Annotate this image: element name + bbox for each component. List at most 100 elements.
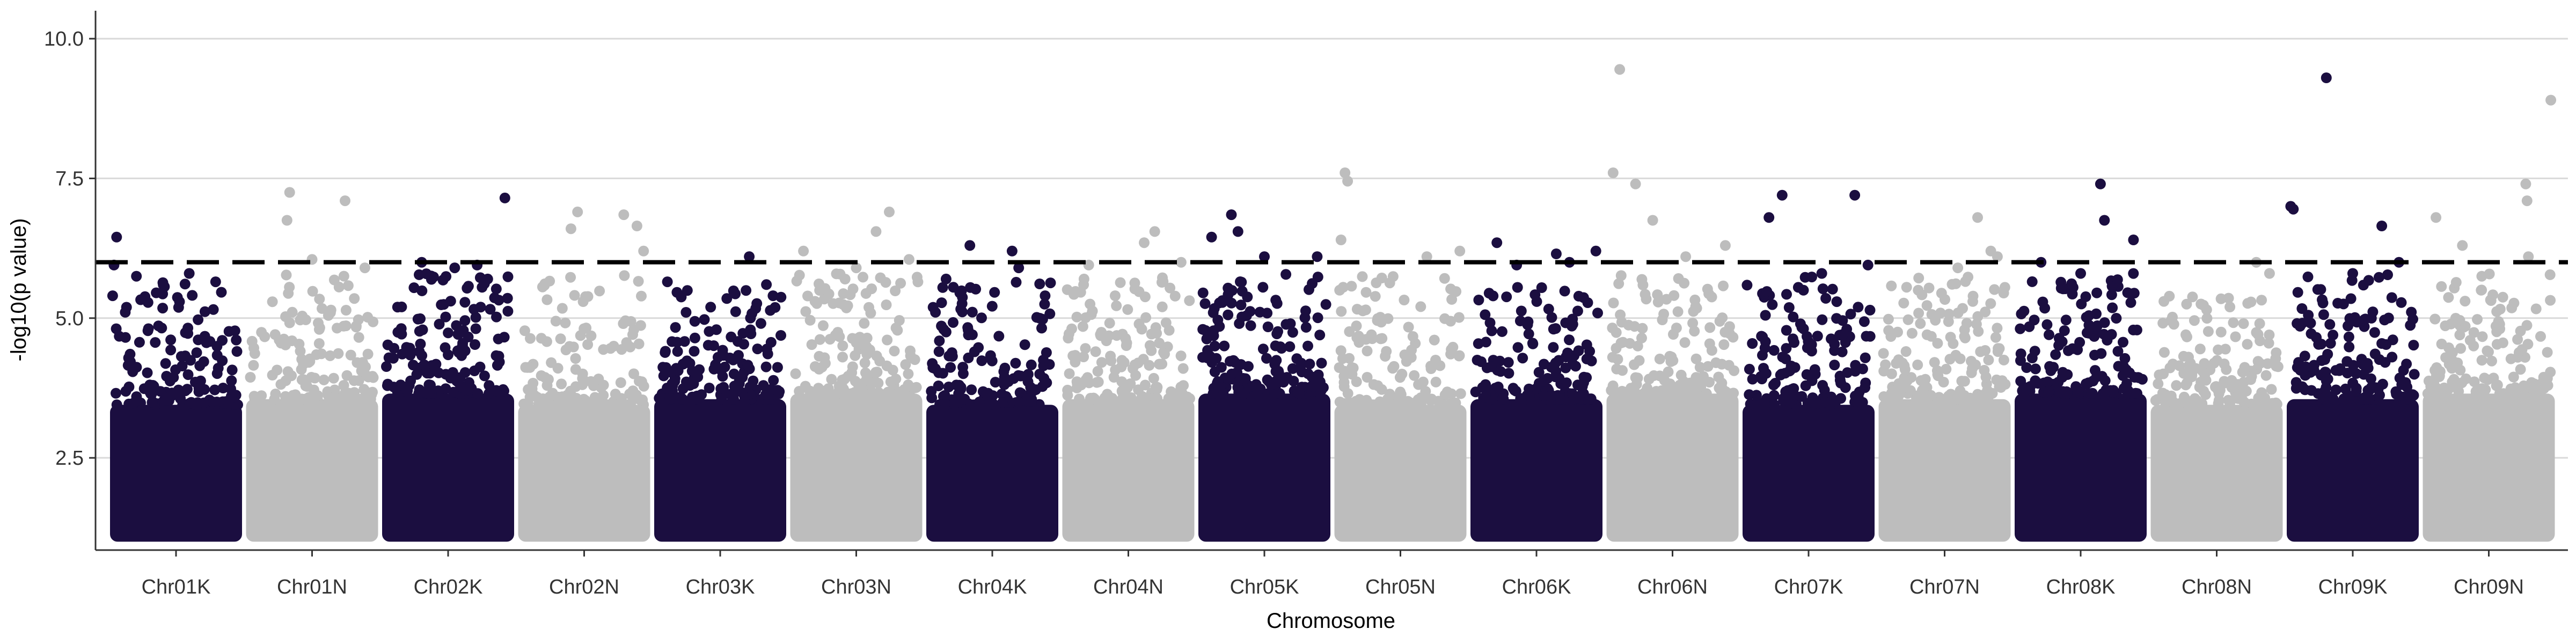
snp-point (846, 367, 858, 378)
snp-point (1555, 393, 1567, 405)
snp-point (2515, 325, 2526, 336)
snp-point (806, 339, 817, 350)
snp-point (2219, 376, 2230, 387)
top-snp-point (631, 221, 642, 231)
snp-point (383, 352, 394, 363)
snp-point (2292, 287, 2303, 298)
top-snp-point (1590, 245, 1601, 257)
snp-point (2542, 347, 2553, 358)
snp-point (1631, 379, 1642, 390)
snp-point (1159, 348, 1170, 360)
snp-point (2201, 304, 2212, 316)
snp-point (2015, 348, 2026, 360)
snp-point (436, 299, 447, 310)
chromosome-Chr02K-points (381, 192, 514, 542)
snp-point (2477, 331, 2488, 342)
top-snp-point (107, 290, 118, 302)
snp-point (2325, 338, 2336, 349)
snp-point (1663, 366, 1674, 377)
snp-point (662, 393, 672, 404)
snp-point (1806, 272, 1817, 283)
snp-point (348, 375, 360, 386)
top-snp-point (870, 226, 882, 237)
snp-point (1581, 372, 1592, 383)
snp-point (1925, 390, 1936, 401)
snp-point (1761, 286, 1773, 297)
snp-point (414, 269, 425, 280)
snp-point (1836, 346, 1848, 357)
snp-point (2237, 367, 2248, 378)
snp-point (2167, 311, 2178, 323)
snp-point (860, 288, 872, 299)
snp-point (1657, 314, 1668, 325)
snp-point (1615, 309, 1626, 320)
snp-point (2483, 346, 2494, 357)
snp-point (1367, 333, 1378, 345)
snp-point (1992, 323, 2003, 334)
snp-point (993, 331, 1005, 342)
snp-point (1382, 393, 1393, 405)
snp-point (184, 398, 195, 409)
snp-point (1041, 347, 1052, 358)
snp-point (1408, 399, 1419, 410)
snp-point (267, 296, 278, 308)
snp-point (622, 399, 633, 410)
snp-point (1834, 375, 1846, 386)
snp-point (2290, 383, 2302, 394)
snp-point (408, 282, 420, 294)
y-axis-title: -log10(p value) (7, 218, 31, 362)
snp-point (2512, 352, 2523, 363)
snp-point (974, 397, 985, 407)
snp-point (350, 321, 362, 333)
snp-point (2168, 398, 2179, 409)
snp-point (1312, 312, 1323, 324)
snp-point (1898, 297, 1909, 309)
snp-point (1853, 302, 1864, 313)
snp-point (2255, 335, 2266, 347)
snp-point (1372, 380, 1384, 391)
snp-point (2187, 291, 2198, 303)
snp-point (2118, 336, 2128, 348)
snp-point (1022, 376, 1034, 387)
y-axis-ticks: 2.5 5.0 7.5 10.0 (44, 28, 96, 470)
snp-point (628, 368, 639, 379)
snp-point (1062, 390, 1073, 401)
snp-point (1345, 397, 1356, 408)
snp-point (772, 362, 783, 373)
snp-point (2017, 385, 2028, 397)
snp-point (2518, 388, 2529, 399)
snp-point (256, 327, 267, 338)
snp-point (1154, 338, 1165, 349)
snp-point (1302, 368, 1314, 379)
snp-point (2000, 379, 2011, 390)
snp-point (1741, 280, 1753, 291)
snp-point (1861, 331, 1872, 342)
snp-point (419, 359, 430, 370)
snp-point (318, 374, 330, 385)
snp-point (1972, 311, 1984, 322)
top-snp-point (767, 290, 779, 302)
snp-point (671, 336, 683, 348)
snp-point (802, 290, 813, 302)
snp-point (1817, 283, 1828, 295)
snp-point (912, 276, 924, 288)
snp-point (1064, 368, 1075, 379)
snp-point (314, 294, 325, 305)
snp-point (947, 351, 958, 362)
top-snp-point (1680, 251, 1692, 262)
snp-point (898, 384, 910, 395)
snp-point (2492, 379, 2503, 391)
snp-point (986, 301, 998, 312)
snp-point (730, 288, 741, 299)
snp-point (382, 380, 393, 391)
snp-point (1486, 325, 1497, 336)
snp-point (282, 366, 294, 377)
snp-point (2485, 295, 2497, 306)
snp-point (333, 348, 344, 359)
snp-point (1523, 328, 1534, 340)
snp-point (933, 346, 945, 357)
top-snp-point (1849, 189, 1861, 201)
snp-point (2242, 339, 2253, 350)
snp-point (415, 339, 426, 349)
snp-point (999, 362, 1011, 374)
